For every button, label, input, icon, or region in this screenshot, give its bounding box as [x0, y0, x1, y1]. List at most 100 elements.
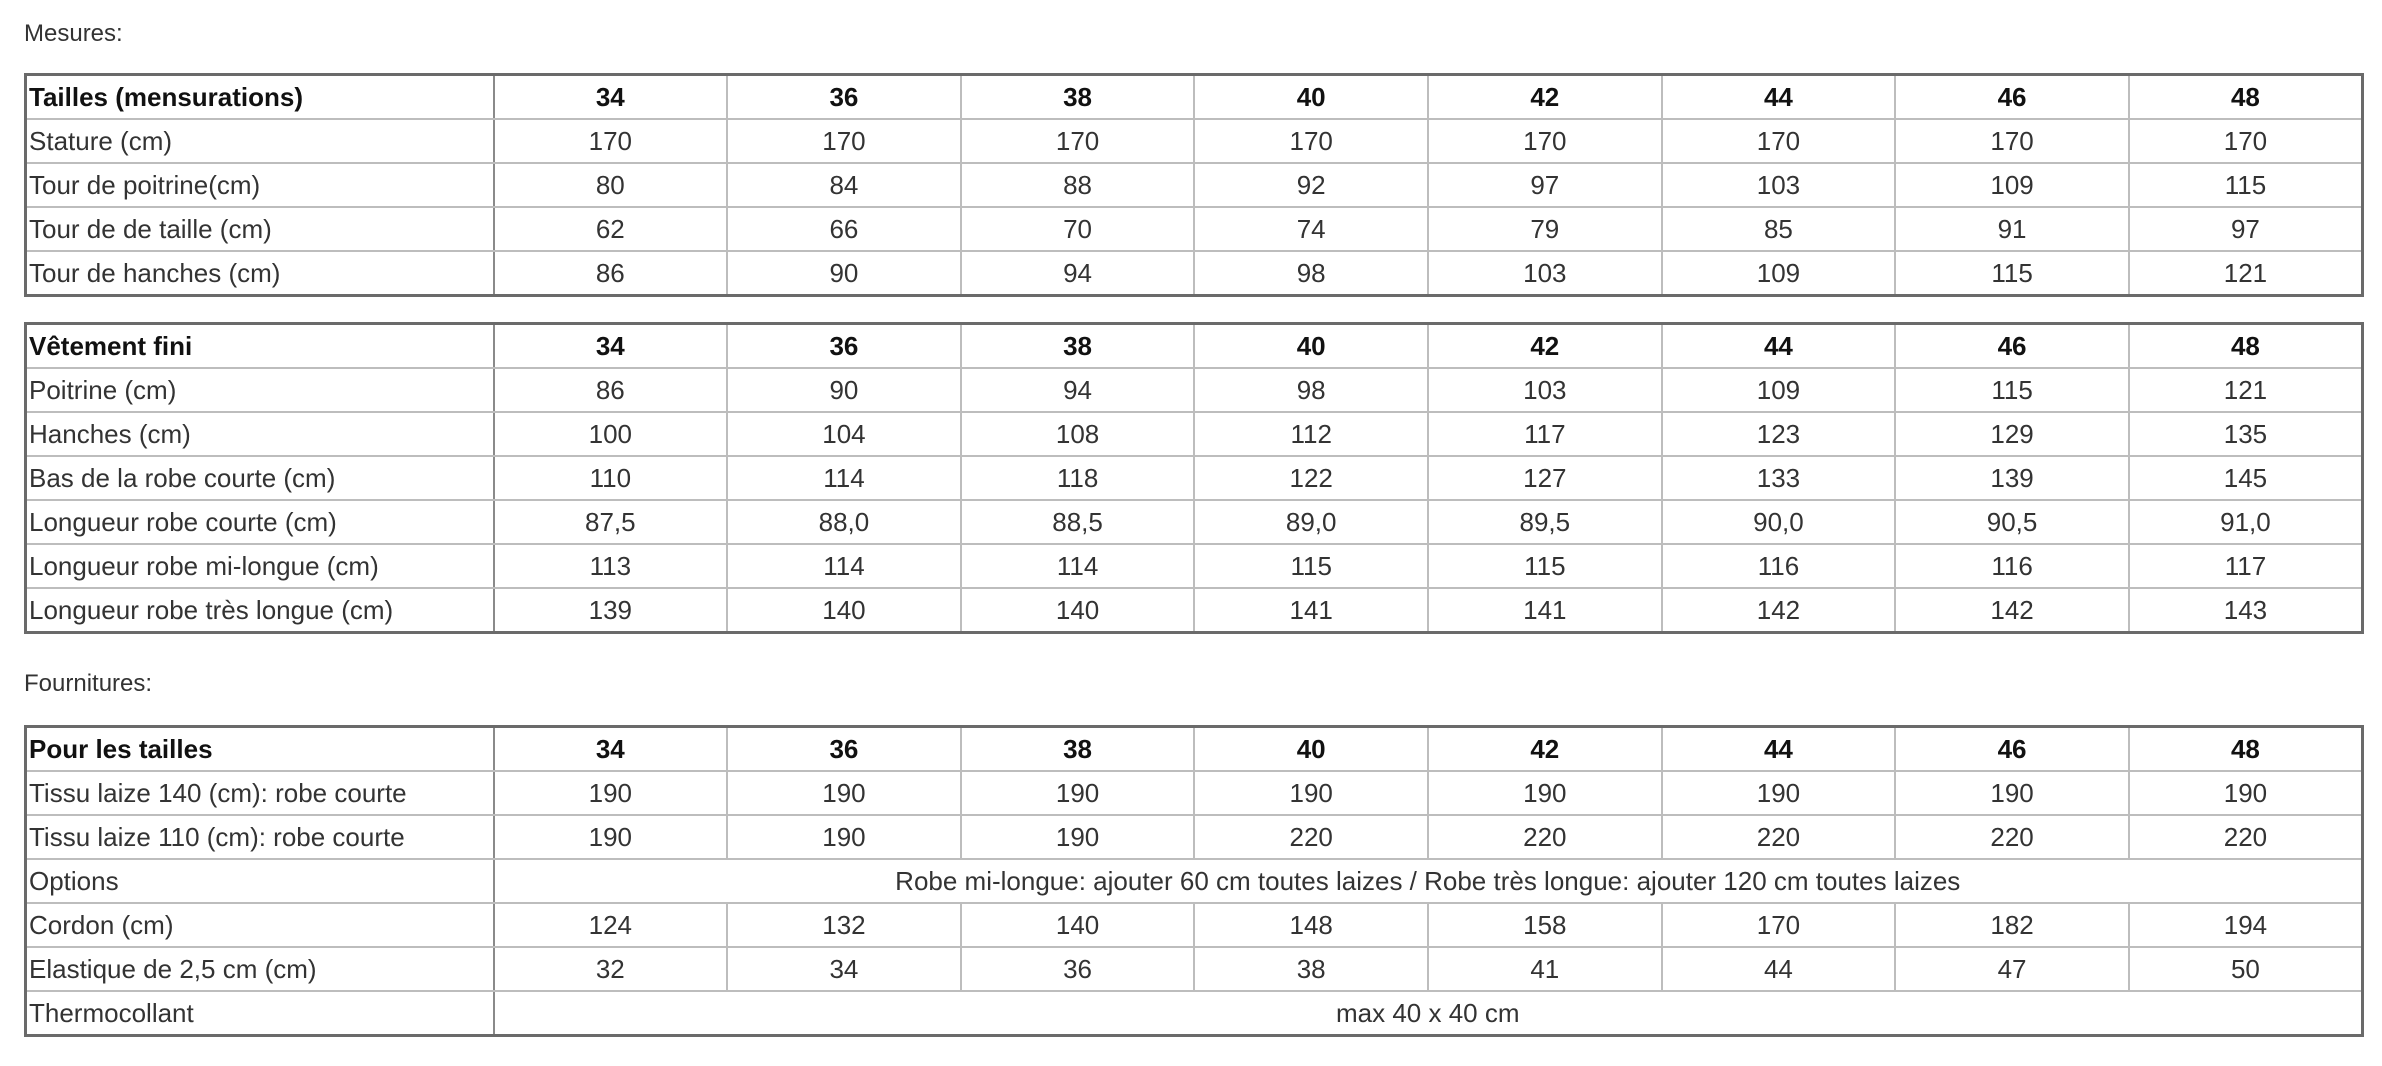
cell-value: 38: [1193, 946, 1429, 992]
cell-value: 88,0: [726, 499, 962, 545]
cell-value: 132: [726, 902, 962, 948]
table-row: Tissu laize 140 (cm): robe courte 190 190 1…: [24, 770, 2364, 816]
size-header: 38: [959, 322, 1196, 369]
cell-value: 92: [1193, 162, 1429, 208]
cell-value: 170: [1660, 118, 1897, 164]
cell-value: 135: [2127, 411, 2364, 457]
row-label: Elastique de 2,5 cm (cm): [24, 946, 495, 992]
table-row: Tissu laize 110 (cm): robe courte 190 190 1…: [24, 814, 2364, 860]
cell-value: 220: [2127, 814, 2364, 860]
cell-value: 142: [1660, 587, 1897, 634]
table-row: Stature (cm) 170 170 170 170 170 170 170 170: [24, 118, 2364, 164]
cell-value: 88,5: [959, 499, 1196, 545]
table-row: Cordon (cm) 124 132 140 148 158 170 182 194: [24, 902, 2364, 948]
cell-value: 141: [1193, 587, 1429, 634]
cell-value: 109: [1660, 250, 1897, 297]
header-label: Vêtement fini: [24, 322, 495, 369]
cell-value: 158: [1427, 902, 1663, 948]
cell-value: 122: [1193, 455, 1429, 501]
cell-value: 115: [1894, 367, 2130, 413]
cell-value: 194: [2127, 902, 2364, 948]
cell-value: 90: [726, 367, 962, 413]
cell-value: 114: [726, 543, 962, 589]
row-label: Longueur robe courte (cm): [24, 499, 495, 545]
cell-value: 112: [1193, 411, 1429, 457]
table-row: Thermocollant max 40 x 40 cm: [24, 990, 2364, 1037]
cell-value: 190: [959, 814, 1196, 860]
size-header: 34: [492, 322, 729, 369]
cell-value: 140: [726, 587, 962, 634]
table-header-row: Vêtement fini 34 36 38 40 42 44 46 48: [24, 322, 2364, 369]
cell-value: 100: [492, 411, 729, 457]
row-label: Poitrine (cm): [24, 367, 495, 413]
cell-value: 190: [2127, 770, 2364, 816]
row-label: Bas de la robe courte (cm): [24, 455, 495, 501]
size-header: 44: [1660, 322, 1897, 369]
size-header: 42: [1427, 73, 1663, 120]
cell-value: 124: [492, 902, 729, 948]
cell-value: 104: [726, 411, 962, 457]
row-label: Options: [24, 858, 495, 904]
row-label: Hanches (cm): [24, 411, 495, 457]
cell-value: 32: [492, 946, 729, 992]
cell-value: 109: [1894, 162, 2130, 208]
table-header-row: Tailles (mensurations) 34 36 38 40 42 44 46 48: [24, 73, 2364, 120]
cell-value: 117: [1427, 411, 1663, 457]
cell-value: Robe mi-longue: ajouter 60 cm toutes lai…: [492, 858, 2364, 904]
size-header: 42: [1427, 725, 1663, 772]
table-fournitures: Pour les tailles 34 36 38 40 42 44 46 48 Tissu la…: [24, 725, 2364, 1037]
cell-value: 115: [1193, 543, 1429, 589]
cell-value: 140: [959, 902, 1196, 948]
cell-value: 94: [959, 367, 1196, 413]
size-header: 44: [1660, 73, 1897, 120]
cell-value: 170: [1427, 118, 1663, 164]
cell-value: 142: [1894, 587, 2130, 634]
cell-value: 127: [1427, 455, 1663, 501]
cell-value: 80: [492, 162, 729, 208]
cell-value: 86: [492, 367, 729, 413]
cell-value: 190: [959, 770, 1196, 816]
cell-value: 89,0: [1193, 499, 1429, 545]
cell-value: 190: [492, 814, 729, 860]
cell-value: 148: [1193, 902, 1429, 948]
row-label: Tissu laize 110 (cm): robe courte: [24, 814, 495, 860]
size-header: 46: [1894, 322, 2130, 369]
cell-value: 170: [726, 118, 962, 164]
cell-value: 145: [2127, 455, 2364, 501]
row-label: Tissu laize 140 (cm): robe courte: [24, 770, 495, 816]
table-row: Longueur robe très longue (cm) 139 140 140 1…: [24, 587, 2364, 634]
cell-value: 182: [1894, 902, 2130, 948]
cell-value: 91: [1894, 206, 2130, 252]
table-row: Tour de de taille (cm) 62 66 70 74 79 85 91 97: [24, 206, 2364, 252]
cell-value: 220: [1660, 814, 1897, 860]
cell-value: 115: [1894, 250, 2130, 297]
cell-value: 133: [1660, 455, 1897, 501]
row-label: Tour de de taille (cm): [24, 206, 495, 252]
cell-value: 190: [726, 770, 962, 816]
cell-value: 170: [1193, 118, 1429, 164]
cell-value: 85: [1660, 206, 1897, 252]
cell-value: 115: [1427, 543, 1663, 589]
cell-value: 97: [1427, 162, 1663, 208]
cell-value: 66: [726, 206, 962, 252]
header-label: Tailles (mensurations): [24, 73, 495, 120]
size-header: 40: [1193, 322, 1429, 369]
table-row: Options Robe mi-longue: ajouter 60 cm tou…: [24, 858, 2364, 904]
size-header: 34: [492, 725, 729, 772]
size-header: 40: [1193, 73, 1429, 120]
cell-value: 123: [1660, 411, 1897, 457]
mesures-label: Mesures:: [24, 20, 123, 47]
cell-value: 62: [492, 206, 729, 252]
cell-value: 140: [959, 587, 1196, 634]
size-header: 48: [2127, 73, 2364, 120]
row-label: Tour de poitrine(cm): [24, 162, 495, 208]
table-vetement-fini: Vêtement fini 34 36 38 40 42 44 46 48 Poitrine (c…: [24, 322, 2364, 634]
table-row: Longueur robe mi-longue (cm) 113 114 114 115…: [24, 543, 2364, 589]
cell-value: 143: [2127, 587, 2364, 634]
cell-value: 113: [492, 543, 729, 589]
cell-value: 50: [2127, 946, 2364, 992]
cell-value: 88: [959, 162, 1196, 208]
cell-value: 108: [959, 411, 1196, 457]
cell-value: 170: [959, 118, 1196, 164]
cell-value: 121: [2127, 250, 2364, 297]
